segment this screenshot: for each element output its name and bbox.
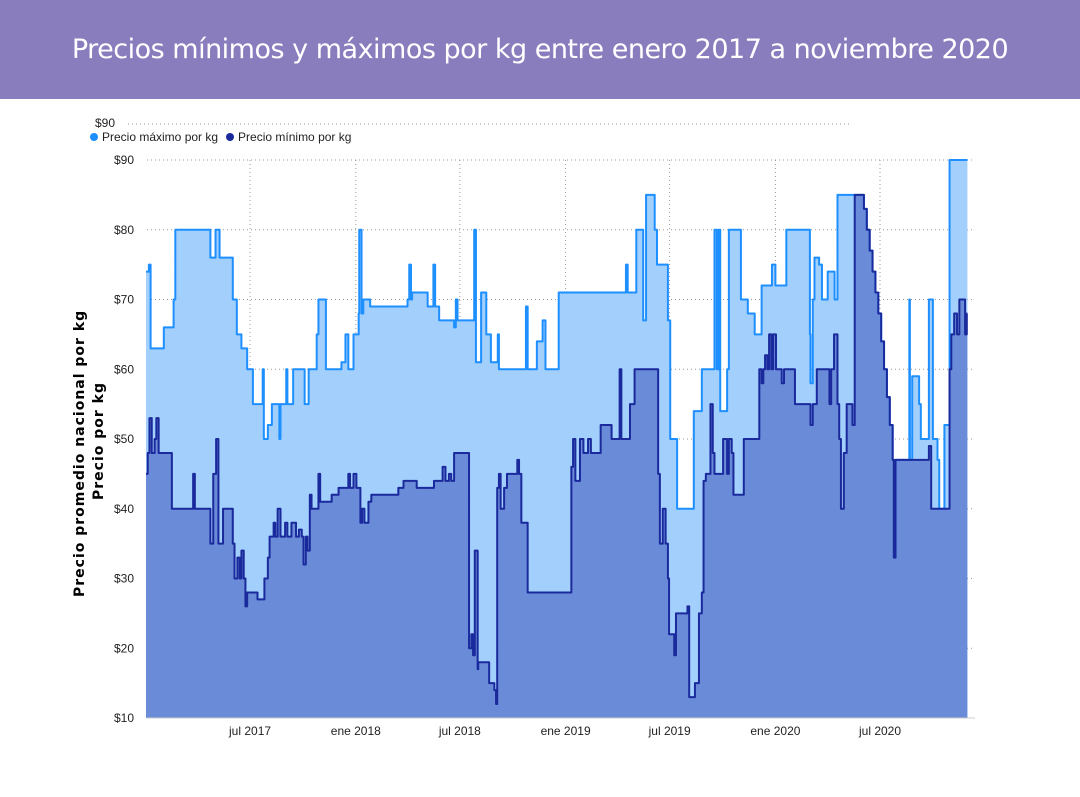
- y-tick-label: $50: [114, 432, 134, 446]
- y-tick-label: $60: [114, 362, 134, 376]
- x-tick-label: jul 2017: [228, 724, 271, 738]
- ghost-tick-label: $90: [95, 116, 115, 130]
- legend-max-label: Precio máximo por kg: [102, 130, 219, 144]
- x-tick-label: ene 2020: [750, 724, 800, 738]
- legend-max-marker: [90, 133, 98, 141]
- y-tick-label: $70: [114, 293, 134, 307]
- y-tick-label: $30: [114, 572, 134, 586]
- y-tick-label: $80: [114, 223, 134, 237]
- legend-min-label: Precio mínimo por kg: [238, 130, 352, 144]
- title-banner: Precios mínimos y máximos por kg entre e…: [0, 0, 1080, 99]
- y-tick-label: $20: [114, 641, 134, 655]
- series-line-min: [146, 193, 968, 706]
- legend: Precio máximo por kg Precio mínimo por k…: [90, 130, 351, 144]
- legend-min-marker: [226, 133, 235, 141]
- area-min: [146, 194, 968, 718]
- y-tick-label: $90: [114, 153, 134, 167]
- x-tick-label: ene 2019: [541, 724, 591, 738]
- x-tick-label: ene 2018: [331, 724, 381, 738]
- x-tick-label: jul 2020: [858, 724, 901, 738]
- y-tick-label: $10: [114, 711, 134, 725]
- x-tick-label: jul 2019: [648, 724, 691, 738]
- y-tick-label: $40: [114, 502, 134, 516]
- chart-title: Precios mínimos y máximos por kg entre e…: [71, 34, 1009, 65]
- x-tick-label: jul 2018: [438, 724, 481, 738]
